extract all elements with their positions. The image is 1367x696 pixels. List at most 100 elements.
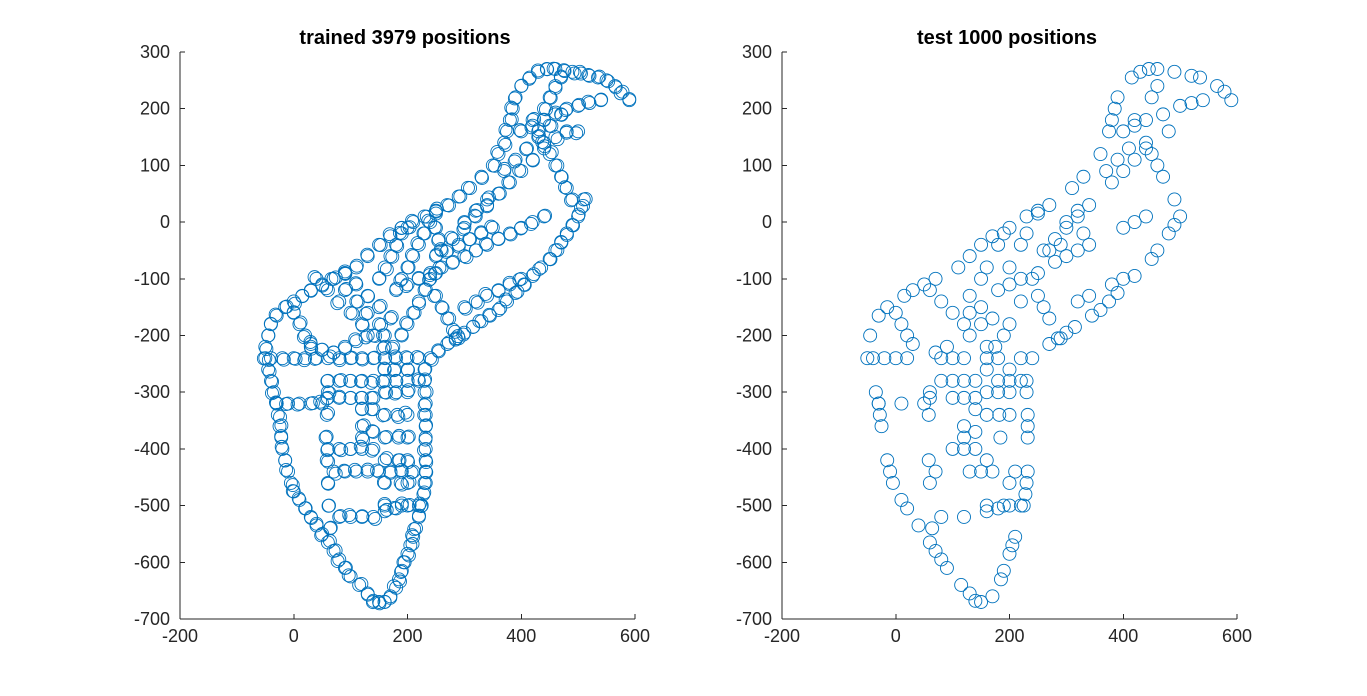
data-point (1002, 407, 1017, 422)
data-point (386, 339, 401, 354)
data-point (373, 298, 388, 313)
data-point (1127, 269, 1142, 283)
scatter-points (860, 62, 1239, 609)
data-point (392, 572, 406, 587)
data-point (979, 339, 994, 354)
data-point (991, 351, 1006, 366)
data-point (423, 271, 438, 286)
data-point (264, 373, 278, 388)
data-point (900, 501, 915, 516)
data-point (372, 300, 387, 315)
data-point (394, 271, 409, 286)
data-point (319, 453, 334, 468)
data-point (1019, 385, 1034, 400)
data-point (508, 286, 523, 300)
data-point (962, 249, 977, 264)
data-point (1050, 331, 1065, 346)
data-point (268, 395, 283, 410)
data-point (550, 243, 565, 258)
data-point (305, 396, 320, 410)
data-point (364, 402, 379, 417)
data-point (1013, 373, 1028, 388)
data-point (401, 455, 416, 470)
data-point (309, 271, 324, 286)
data-point (1139, 135, 1153, 150)
data-point (1013, 237, 1028, 252)
data-point (1150, 158, 1165, 173)
data-point (354, 576, 369, 591)
data-point (332, 441, 347, 456)
y-tick-label: -700 (134, 609, 170, 629)
data-point (355, 430, 369, 445)
data-point (393, 574, 407, 589)
data-point (1193, 70, 1207, 85)
data-point (497, 161, 512, 176)
data-point (991, 385, 1006, 400)
data-point (418, 396, 433, 411)
data-point (266, 385, 281, 400)
subplot-title: test 1000 positions (917, 27, 1097, 49)
data-point (1020, 464, 1035, 479)
y-tick-label: -500 (134, 496, 170, 516)
data-point (366, 509, 381, 524)
data-point (512, 272, 527, 287)
data-point (461, 180, 475, 195)
data-point (451, 239, 466, 254)
data-point (957, 390, 971, 405)
data-point (393, 273, 408, 288)
data-point (349, 334, 364, 349)
data-point (1141, 62, 1156, 76)
data-point (538, 208, 553, 223)
x-tick-label: 400 (1108, 626, 1138, 646)
data-point (574, 66, 588, 81)
data-point (377, 475, 392, 490)
data-point (544, 145, 559, 160)
data-point (1013, 498, 1028, 513)
data-point (405, 213, 419, 228)
y-tick-label: -200 (134, 326, 170, 346)
data-point (1133, 64, 1148, 79)
subplot-trained: trained 3979 positions -200 0 200 400 600 300… (134, 27, 650, 646)
data-point (319, 407, 334, 422)
data-point (979, 385, 994, 400)
data-point (863, 328, 878, 343)
data-point (1184, 96, 1199, 110)
data-point (581, 68, 596, 82)
y-tick-label: -100 (134, 269, 170, 289)
data-point (996, 498, 1011, 513)
data-point (427, 220, 442, 235)
y-tick-label: 200 (140, 99, 170, 119)
data-point (962, 586, 977, 601)
data-point (1053, 331, 1068, 346)
data-point (361, 289, 376, 304)
data-point (1161, 124, 1176, 139)
data-point (1139, 113, 1153, 127)
data-point (320, 390, 335, 405)
data-point (608, 79, 623, 93)
data-point (400, 277, 415, 292)
data-point (1082, 198, 1097, 213)
data-point (480, 237, 495, 252)
data-point (349, 258, 364, 273)
data-point (1030, 266, 1045, 281)
data-point (370, 463, 385, 478)
data-point (360, 328, 375, 343)
data-point (498, 122, 513, 137)
data-point (1025, 351, 1040, 366)
data-point (287, 296, 302, 311)
y-tick-label: -300 (134, 382, 170, 402)
data-point (962, 328, 977, 343)
data-point (1127, 152, 1142, 167)
data-point (994, 572, 1008, 587)
data-point (974, 317, 989, 332)
data-point (321, 498, 336, 513)
data-point (498, 138, 513, 152)
y-tick-label: 0 (160, 212, 170, 232)
data-point (337, 283, 352, 298)
data-point (457, 300, 472, 315)
y-tick-label: 300 (742, 42, 772, 62)
data-point (917, 277, 932, 292)
data-point (900, 328, 915, 343)
data-point (406, 529, 421, 544)
